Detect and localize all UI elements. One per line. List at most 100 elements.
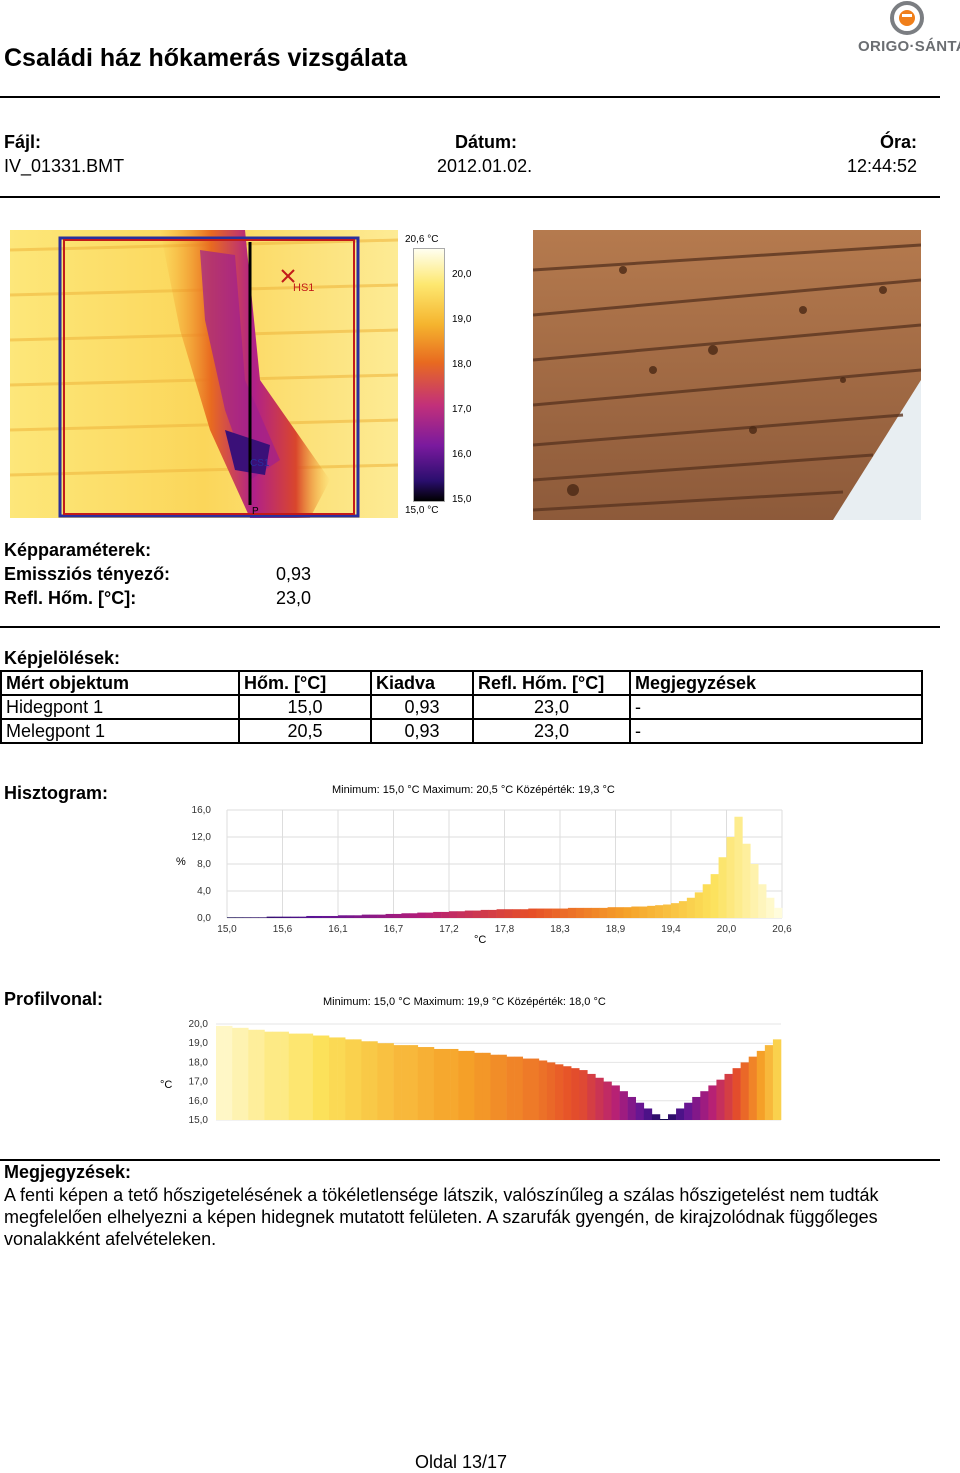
histogram-bar: [290, 916, 299, 918]
profile-bar: [393, 1045, 402, 1120]
profile-bar: [708, 1085, 717, 1120]
histogram-bar: [671, 903, 680, 918]
histogram-bar: [710, 874, 719, 918]
profile-bar: [353, 1039, 362, 1120]
company-logo: [858, 0, 958, 60]
profile-bar: [619, 1091, 628, 1120]
histogram-chart: 15,0 15,6 16,1 16,7 17,2 17,8 18,3 18,9 19,4 20,0…: [192, 805, 793, 935]
y-tick-label: 4,0: [197, 886, 211, 897]
scale-min-label: 15,0 °C: [405, 505, 439, 516]
table-cell: Melegpont 1: [0, 718, 240, 744]
profile-bar: [280, 1031, 289, 1120]
histogram-bar: [480, 909, 489, 918]
histogram-bar: [464, 910, 474, 918]
comments-heading: Megjegyzések:: [4, 1162, 132, 1182]
profile-bar: [716, 1079, 725, 1120]
histogram-bar: [441, 911, 450, 918]
histogram-bar: [258, 917, 267, 918]
logo-text: ORIGO·SÁNTA: [858, 38, 960, 55]
histogram-bar: [583, 907, 593, 918]
histogram-bar: [393, 913, 402, 918]
histogram-bar: [504, 909, 513, 918]
histogram-bar: [496, 909, 505, 918]
profile-bar: [248, 1029, 257, 1120]
profile-bar: [442, 1048, 451, 1120]
histogram-bar: [718, 857, 727, 918]
column-header: Mért objektum: [0, 670, 240, 696]
profile-bar: [320, 1035, 330, 1120]
histogram-bar: [742, 843, 751, 918]
profile-bar: [546, 1062, 556, 1120]
histogram-bar: [599, 907, 608, 918]
histogram-bar: [282, 916, 291, 918]
histogram-bar: [250, 917, 260, 918]
scale-max-label: 20,6 °C: [405, 234, 439, 245]
profile-bar: [312, 1035, 322, 1120]
scale-tick: 16,0: [452, 449, 472, 460]
profile-bar: [676, 1108, 685, 1120]
profile-bar: [756, 1050, 766, 1120]
table-cell: 0,93: [370, 718, 474, 744]
profile-bar: [474, 1052, 483, 1120]
profile-bar: [482, 1052, 491, 1120]
scale-tick: 19,0: [452, 314, 472, 325]
column-header: Refl. Hőm. [°C]: [472, 670, 631, 696]
histogram-bar: [314, 915, 323, 918]
x-tick-label: 17,8: [495, 924, 515, 935]
table-header-row: Mért objektum Hőm. [°C] Kiadva Refl. Hőm…: [0, 670, 923, 696]
y-tick-label: 16,0: [192, 805, 212, 816]
profile-bar: [458, 1050, 467, 1120]
histogram-bar: [345, 915, 355, 918]
histogram-bar: [322, 915, 331, 918]
profile-bar: [522, 1058, 532, 1120]
profile-bar: [272, 1031, 281, 1120]
histogram-bar: [306, 915, 315, 918]
histogram-bar: [726, 837, 735, 918]
date-value: 2012.01.02.: [437, 156, 533, 176]
x-tick-label: 15,6: [273, 924, 293, 935]
profile-line-label: P: [252, 506, 259, 517]
y-tick-label: 8,0: [197, 859, 211, 870]
histogram-bar: [274, 916, 283, 918]
profile-bar: [304, 1033, 314, 1120]
y-tick-label: 18,0: [189, 1057, 209, 1068]
profile-bar: [224, 1025, 233, 1120]
profile-bar: [724, 1073, 733, 1120]
histogram-bar: [631, 906, 640, 918]
params-divider: [0, 626, 940, 628]
scale-tick: 15,0: [452, 494, 472, 505]
histogram-heading: Hisztogram:: [4, 783, 109, 803]
file-label: Fájl:: [4, 132, 42, 152]
profile-bar: [764, 1045, 774, 1120]
profile-bar: [595, 1077, 604, 1120]
table-cell: -: [629, 694, 923, 720]
markings-table: Mért objektum Hőm. [°C] Kiadva Refl. Hőm…: [0, 670, 923, 744]
histogram-bar: [607, 907, 616, 918]
histogram-bar: [298, 916, 307, 918]
profile-bar: [659, 1119, 669, 1120]
histogram-bar: [338, 915, 347, 918]
comments-divider: [0, 1159, 940, 1161]
page-title: Családi ház hőkamerás vizsgálata: [4, 44, 407, 72]
profile-heading: Profilvonal:: [4, 989, 104, 1009]
refl-temp-value: 23,0: [276, 588, 312, 608]
profile-bar: [772, 1039, 782, 1120]
histogram-bar: [591, 907, 600, 918]
profile-bar: [555, 1064, 564, 1120]
table-row: Hidegpont 1 15,0 0,93 23,0 -: [0, 694, 923, 720]
x-tick-label: 19,4: [661, 924, 681, 935]
histogram-bar: [361, 914, 371, 918]
thermal-image: HS1 CS1 P: [9, 230, 399, 518]
profile-bar: [700, 1091, 709, 1120]
histogram-bar: [575, 907, 585, 918]
histogram-bar: [567, 907, 577, 918]
histogram-bar: [377, 914, 386, 918]
x-tick-label: 18,9: [606, 924, 626, 935]
histogram-bar: [615, 907, 624, 918]
histogram-bar: [560, 908, 569, 918]
profile-bar: [401, 1045, 411, 1120]
profile-bar: [692, 1096, 701, 1120]
profile-bar: [611, 1085, 620, 1120]
histogram-bar: [417, 912, 426, 918]
profile-bar: [748, 1056, 758, 1120]
